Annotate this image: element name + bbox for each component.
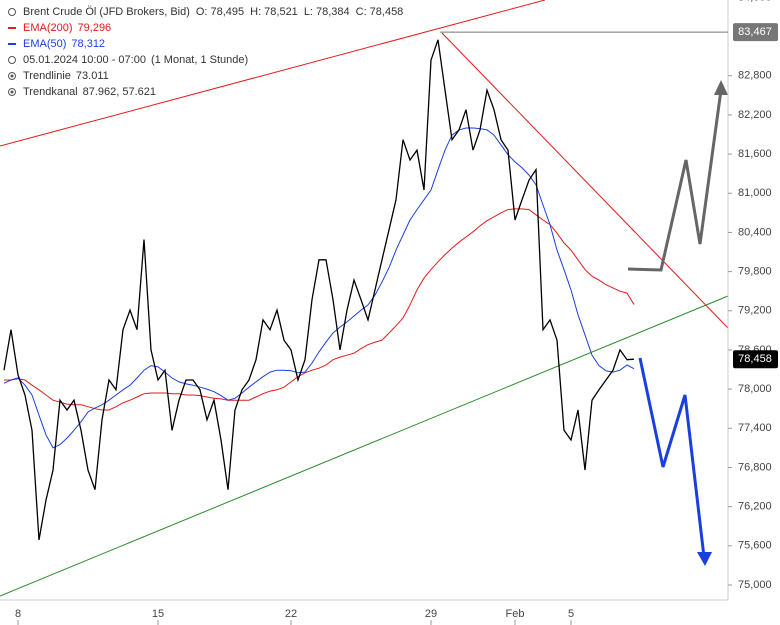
info-label: 05.01.2024 10:00 - 07:00 — [23, 54, 146, 66]
info-label: Trendkanal — [23, 86, 78, 98]
legend-icon — [8, 8, 16, 16]
y-tick-label: 76,800 — [738, 461, 772, 473]
scenario-arrow-down — [638, 357, 706, 558]
arrowhead — [697, 552, 712, 566]
y-tick-label: 84,000 — [738, 0, 772, 3]
info-entry: 05.01.2024 10:00 - 07:00 (1 Monat, 1 Stun… — [23, 54, 248, 66]
legend-entry: EMA(50) 78,312 — [23, 38, 105, 50]
info-entry: Trendlinie 73.011 — [23, 70, 109, 82]
x-tick-label: Feb — [506, 608, 525, 620]
price-marker-label: 78,458 — [738, 353, 772, 365]
info-text: (1 Monat, 1 Stunde) — [151, 54, 248, 66]
y-tick-label: 76,200 — [738, 501, 772, 513]
y-tick-label: 77,400 — [738, 422, 772, 434]
info-text: 87.962, 57.621 — [83, 86, 156, 98]
price-marker-label: 83,467 — [738, 26, 772, 38]
title-text: Brent Crude Öl (JFD Brokers, Bid) — [23, 6, 190, 18]
info-entry: Trendkanal 87.962, 57.621 — [23, 86, 156, 98]
info-text: 73.011 — [76, 70, 109, 82]
price-line — [3, 39, 635, 541]
trend-line-down — [441, 32, 729, 329]
info-icon — [8, 56, 16, 64]
x-tick-label: 8 — [15, 608, 21, 620]
legend-entry: EMA(200) 79,296 — [23, 22, 111, 34]
scenario-arrow-up — [627, 89, 723, 272]
y-tick-label: 75,000 — [738, 579, 772, 591]
ohlc-label: L: — [304, 6, 313, 18]
y-tick-label: 75,600 — [738, 540, 772, 552]
info-icon-dot — [10, 74, 14, 78]
legend-legend_value: 79,296 — [78, 22, 112, 34]
ohlc-text: 78,521 — [264, 6, 298, 18]
y-tick-label: 82,200 — [738, 109, 772, 121]
ohlc-text: 78,384 — [316, 6, 350, 18]
x-tick-label: 15 — [152, 608, 164, 620]
legend-legend_value: 78,312 — [71, 38, 105, 50]
legend-name: EMA(50) — [23, 38, 66, 50]
legend: Brent Crude Öl (JFD Brokers, Bid) O: 78,49… — [8, 6, 403, 98]
channel-line — [0, 0, 546, 147]
ohlc-label: H: — [250, 6, 261, 18]
info-icon-dot — [10, 90, 14, 94]
x-tick-label: 29 — [425, 608, 437, 620]
x-tick-label: 5 — [568, 608, 574, 620]
y-tick-label: 81,000 — [738, 187, 772, 199]
ohlc-text: 78,458 — [370, 6, 404, 18]
plot — [3, 39, 635, 541]
y-tick-label: 79,200 — [738, 305, 772, 317]
arrowhead — [714, 80, 728, 95]
x-tick-label: 22 — [285, 608, 297, 620]
price-marker — [733, 350, 778, 369]
ohlc-label: O: — [196, 6, 208, 18]
ema-line — [3, 127, 635, 449]
ohlc-text: 78,495 — [211, 6, 245, 18]
chart-title: Brent Crude Öl (JFD Brokers, Bid) O: 78,49… — [23, 6, 403, 18]
y-tick-label: 80,400 — [738, 226, 772, 238]
trend-line-up — [0, 295, 729, 597]
info-label: Trendlinie — [23, 70, 71, 82]
info-icon — [8, 88, 16, 96]
y-tick-label: 81,600 — [738, 148, 772, 160]
ema-line — [4, 208, 635, 411]
legend-name: EMA(200) — [23, 22, 73, 34]
y-tick-label: 79,800 — [738, 266, 772, 278]
info-icon — [8, 72, 16, 80]
y-tick-label: 78,000 — [738, 383, 772, 395]
ohlc-label: C: — [356, 6, 367, 18]
y-tick-label: 82,800 — [738, 70, 772, 82]
price-marker — [733, 23, 778, 42]
